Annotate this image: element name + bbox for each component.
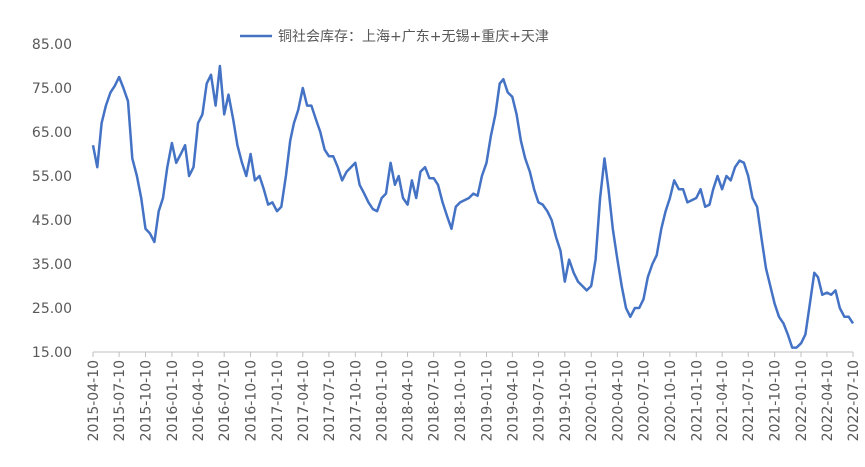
x-tick-label: 2021-10-10 [768,360,784,441]
x-tick-label: 2019-01-10 [479,360,495,441]
x-tick-label: 2019-04-10 [505,360,521,441]
x-tick-label: 2017-07-10 [322,360,338,441]
x-tick-label: 2015-07-10 [112,360,128,441]
x-tick-label: 2019-07-10 [531,360,547,441]
x-tick-label: 2017-10-10 [348,360,364,441]
legend-label: 铜社会库存：上海+广东+无锡+重庆+天津 [278,29,549,45]
x-tick-label: 2016-10-10 [244,360,260,441]
x-tick-label: 2018-10-10 [453,360,469,441]
x-tick-label: 2018-01-10 [375,360,391,441]
x-tick-label: 2017-04-10 [296,360,312,441]
x-tick-label: 2016-01-10 [165,360,181,441]
x-tick-label: 2022-07-10 [846,360,862,441]
y-tick-label: 75.00 [32,81,72,97]
x-tick-label: 2020-01-10 [584,360,600,441]
series-line [91,64,855,349]
y-tick-label: 85.00 [32,37,72,53]
x-tick-label: 2022-01-10 [794,360,810,441]
x-tick-label: 2021-04-10 [715,360,731,441]
x-tick-label: 2018-07-10 [427,360,443,441]
x-tick-label: 2018-04-10 [401,360,417,441]
y-tick-label: 35.00 [32,257,72,273]
x-tick-label: 2015-10-10 [139,360,155,441]
y-tick-label: 65.00 [32,125,72,141]
x-tick-label: 2016-04-10 [191,360,207,441]
y-tick-label: 55.00 [32,169,72,185]
x-tick-label: 2021-01-10 [689,360,705,441]
x-tick-label: 2019-10-10 [558,360,574,441]
y-tick-label: 15.00 [32,345,72,361]
x-tick-label: 2022-04-10 [820,360,836,441]
x-tick-label: 2015-04-10 [86,360,102,441]
x-tick-label: 2016-07-10 [217,360,233,441]
x-tick-label: 2021-07-10 [741,360,757,441]
x-tick-label: 2020-04-10 [610,360,626,441]
y-tick-label: 45.00 [32,213,72,229]
x-tick-label: 2020-07-10 [636,360,652,441]
x-tick-label: 2020-10-10 [663,360,679,441]
x-tick-label: 2017-01-10 [270,360,286,441]
y-tick-label: 25.00 [32,301,72,317]
